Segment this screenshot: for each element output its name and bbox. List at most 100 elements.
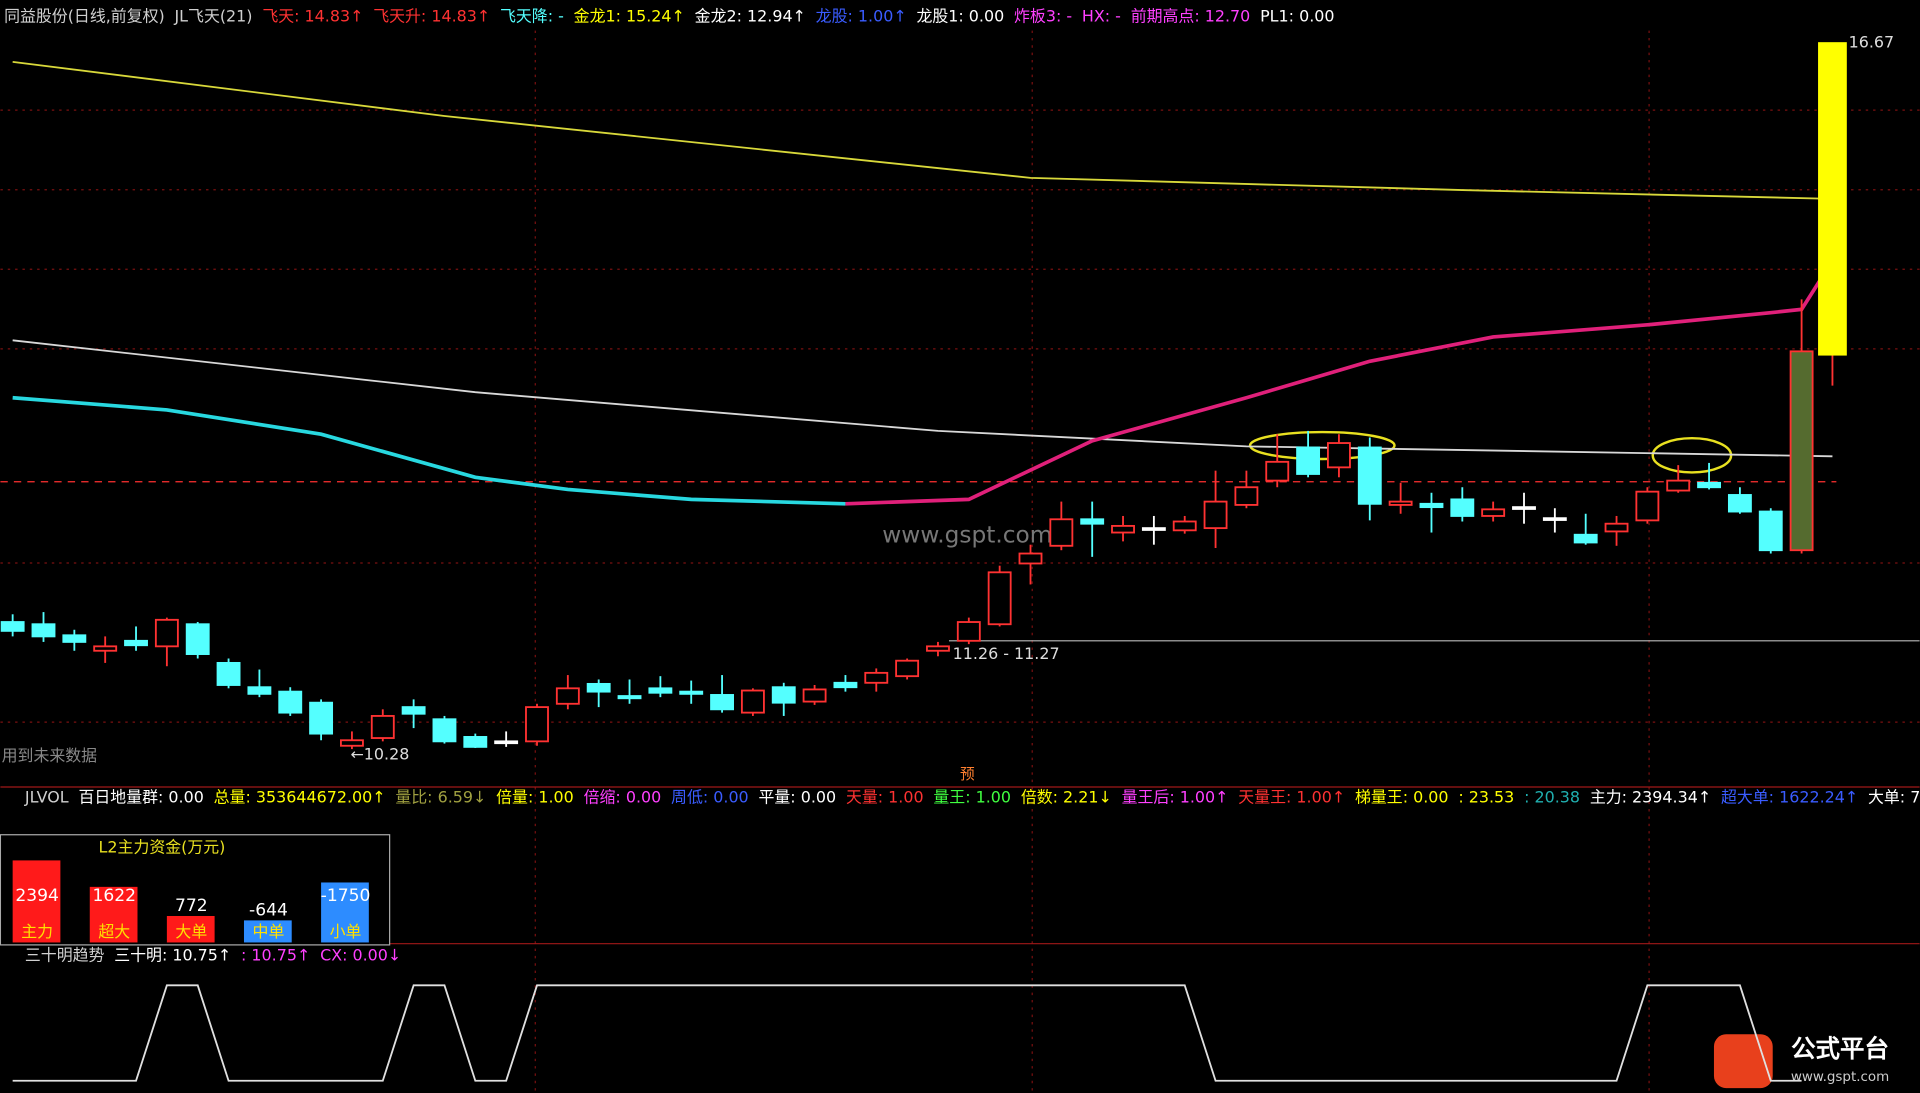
indicator-line xyxy=(845,259,1834,506)
future-note: 用到未来数据 xyxy=(2,746,98,765)
candle-body xyxy=(1697,481,1721,489)
header-item: 天量王: 1.00↑ xyxy=(1238,788,1345,807)
header-item: HX: - xyxy=(1082,7,1121,26)
candle-body xyxy=(62,634,87,643)
header-item: 同益股份(日线,前复权) xyxy=(4,7,165,26)
indicator-line xyxy=(12,60,1833,200)
header-item: JL飞天(21) xyxy=(174,7,253,26)
candle-body xyxy=(494,740,519,745)
candle-body xyxy=(586,682,611,693)
candle-body xyxy=(895,659,920,678)
l2-bar xyxy=(321,882,369,943)
header-item: 倍数: 2.21↓ xyxy=(1021,788,1112,807)
pre-mark: 预 xyxy=(960,766,975,783)
l2-value: 1622 xyxy=(92,886,136,906)
candle-body xyxy=(1265,460,1290,482)
header-item: 总量: 353644672.00↑ xyxy=(214,788,386,807)
candle-body xyxy=(740,689,765,714)
candle-body xyxy=(1512,506,1536,510)
candle-body xyxy=(1111,524,1135,534)
header-item: 周低: 0.00 xyxy=(671,788,749,807)
header-item: 金龙2: 12.94↑ xyxy=(695,7,806,26)
l2-name: 中单 xyxy=(253,922,285,941)
candle-body xyxy=(1789,350,1814,552)
candle-body xyxy=(956,621,981,642)
header-item: 大单: 772.09↑ xyxy=(1868,788,1920,807)
candle-body xyxy=(1604,522,1629,533)
l2-name: 小单 xyxy=(330,922,362,941)
candle-body xyxy=(401,706,426,715)
header-item: CX: 0.00↓ xyxy=(320,945,401,964)
candle-body xyxy=(771,686,796,704)
header-item: 三十明: 10.75↑ xyxy=(114,945,231,964)
candle-body xyxy=(617,695,642,700)
l2-bar xyxy=(243,920,292,943)
header-item: JLVOL xyxy=(24,788,69,807)
l2-name: 主力 xyxy=(21,922,53,941)
l2-value: -1750 xyxy=(321,886,371,906)
candle-body xyxy=(1635,490,1660,522)
candle-body xyxy=(1049,518,1074,547)
header-item: 飞天降: - xyxy=(500,7,564,26)
header-item: 三十明趋势 xyxy=(25,945,105,964)
candle-body xyxy=(1172,520,1197,532)
candle-body xyxy=(1419,502,1444,509)
logo-url: www.gspt.com xyxy=(1791,1070,1889,1085)
l2-name: 超大 xyxy=(98,922,130,941)
candle-body xyxy=(124,639,148,647)
candle-body xyxy=(1727,494,1752,513)
candle-body xyxy=(555,687,580,705)
l2-bar xyxy=(166,915,215,943)
candle-body xyxy=(185,623,210,655)
l2-bar xyxy=(12,860,61,943)
candle-body xyxy=(525,706,549,743)
candle-body xyxy=(679,690,704,695)
support-label: 11.26 - 11.27 xyxy=(953,644,1060,663)
l2-title: L2主力资金(万元) xyxy=(99,838,226,857)
logo-title: 公式平台 xyxy=(1791,1034,1889,1063)
candle-body xyxy=(1388,500,1413,506)
header-item: 倍缩: 0.00 xyxy=(584,788,662,807)
header-item: 主力: 2394.34↑ xyxy=(1590,788,1711,807)
candle-body xyxy=(432,718,457,743)
header-item: 龙股1: 0.00 xyxy=(916,7,1004,26)
candle-body xyxy=(1141,527,1166,531)
candle-body xyxy=(1542,517,1567,521)
header-item: 龙股: 1.00↑ xyxy=(816,7,907,26)
candle-body xyxy=(93,645,118,652)
candle-body xyxy=(1818,42,1847,356)
l2-value: 2394 xyxy=(15,886,59,906)
candle-body xyxy=(0,621,25,632)
l2-value: 772 xyxy=(175,896,208,916)
header-item: 前期高点: 12.70 xyxy=(1131,7,1251,26)
candle-body xyxy=(864,671,889,684)
candle-body xyxy=(278,690,303,714)
low-label: ←10.28 xyxy=(350,745,409,764)
candle-body xyxy=(1018,552,1043,565)
header-item: 金龙1: 15.24↑ xyxy=(574,7,685,26)
candle-body xyxy=(31,623,56,638)
header-item: 百日地量群: 0.00 xyxy=(78,788,203,807)
logo-icon xyxy=(1713,1034,1773,1089)
candle-body xyxy=(340,739,364,747)
candle-body xyxy=(154,618,179,648)
candle-body xyxy=(987,571,1012,626)
high-label: 16.67 xyxy=(1849,33,1895,52)
candle-body xyxy=(247,686,272,695)
header-item: 飞天: 14.83↑ xyxy=(262,7,363,26)
candle-body xyxy=(1450,498,1475,517)
header-item: : 23.53 xyxy=(1458,788,1514,807)
l2-value: -644 xyxy=(249,901,288,921)
candle-body xyxy=(1481,508,1506,517)
candle-body xyxy=(216,661,241,686)
l2-name: 大单 xyxy=(175,922,207,941)
header-item: 量王后: 1.00↑ xyxy=(1122,788,1229,807)
header-item: PL1: 0.00 xyxy=(1260,7,1334,26)
candle-body xyxy=(1327,442,1351,469)
indicator-line xyxy=(12,395,846,506)
candle-body xyxy=(309,701,334,735)
candle-body xyxy=(1573,533,1598,544)
candle-body xyxy=(463,736,488,748)
header-item: 平量: 0.00 xyxy=(758,788,836,807)
